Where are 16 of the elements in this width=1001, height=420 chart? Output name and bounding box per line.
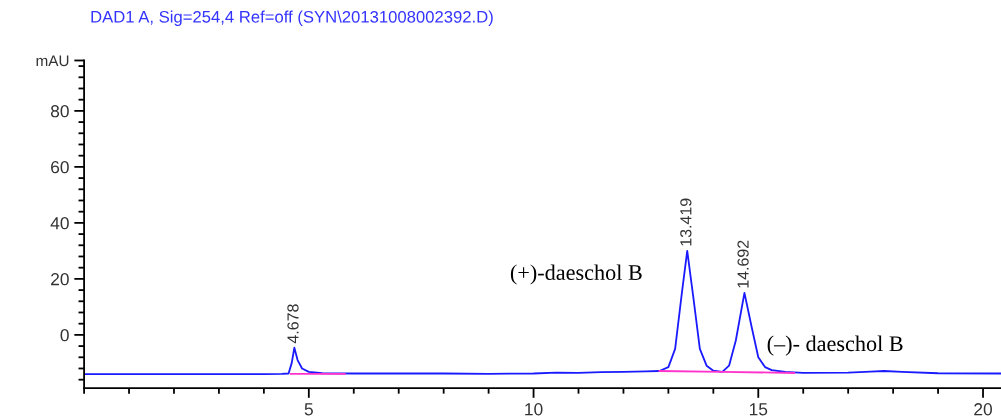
y-tick-label: mAU [36, 55, 69, 67]
x-tick-label: 10 [525, 403, 543, 416]
annotation: 4.678 [287, 304, 299, 344]
annotation: 13.419 [680, 198, 692, 246]
y-tick-label: 80 [50, 105, 69, 118]
y-tick-label: 20 [51, 273, 69, 286]
annotation: 14.692 [737, 240, 749, 288]
annotation: (+)-daeschol B [510, 264, 642, 285]
y-tick-label: 40 [50, 217, 69, 230]
x-tick-label: 5 [304, 403, 313, 416]
chart-title: DAD1 A, Sig=254,4 Ref=off (SYN\20131008002392.D) [91, 10, 493, 27]
x-tick-label: 20 [974, 403, 992, 416]
y-tick-label: 60 [51, 161, 69, 174]
annotation: (–)- daeschol B [767, 335, 903, 356]
x-tick-label: 15 [749, 403, 768, 416]
y-tick-label: 0 [60, 329, 69, 342]
